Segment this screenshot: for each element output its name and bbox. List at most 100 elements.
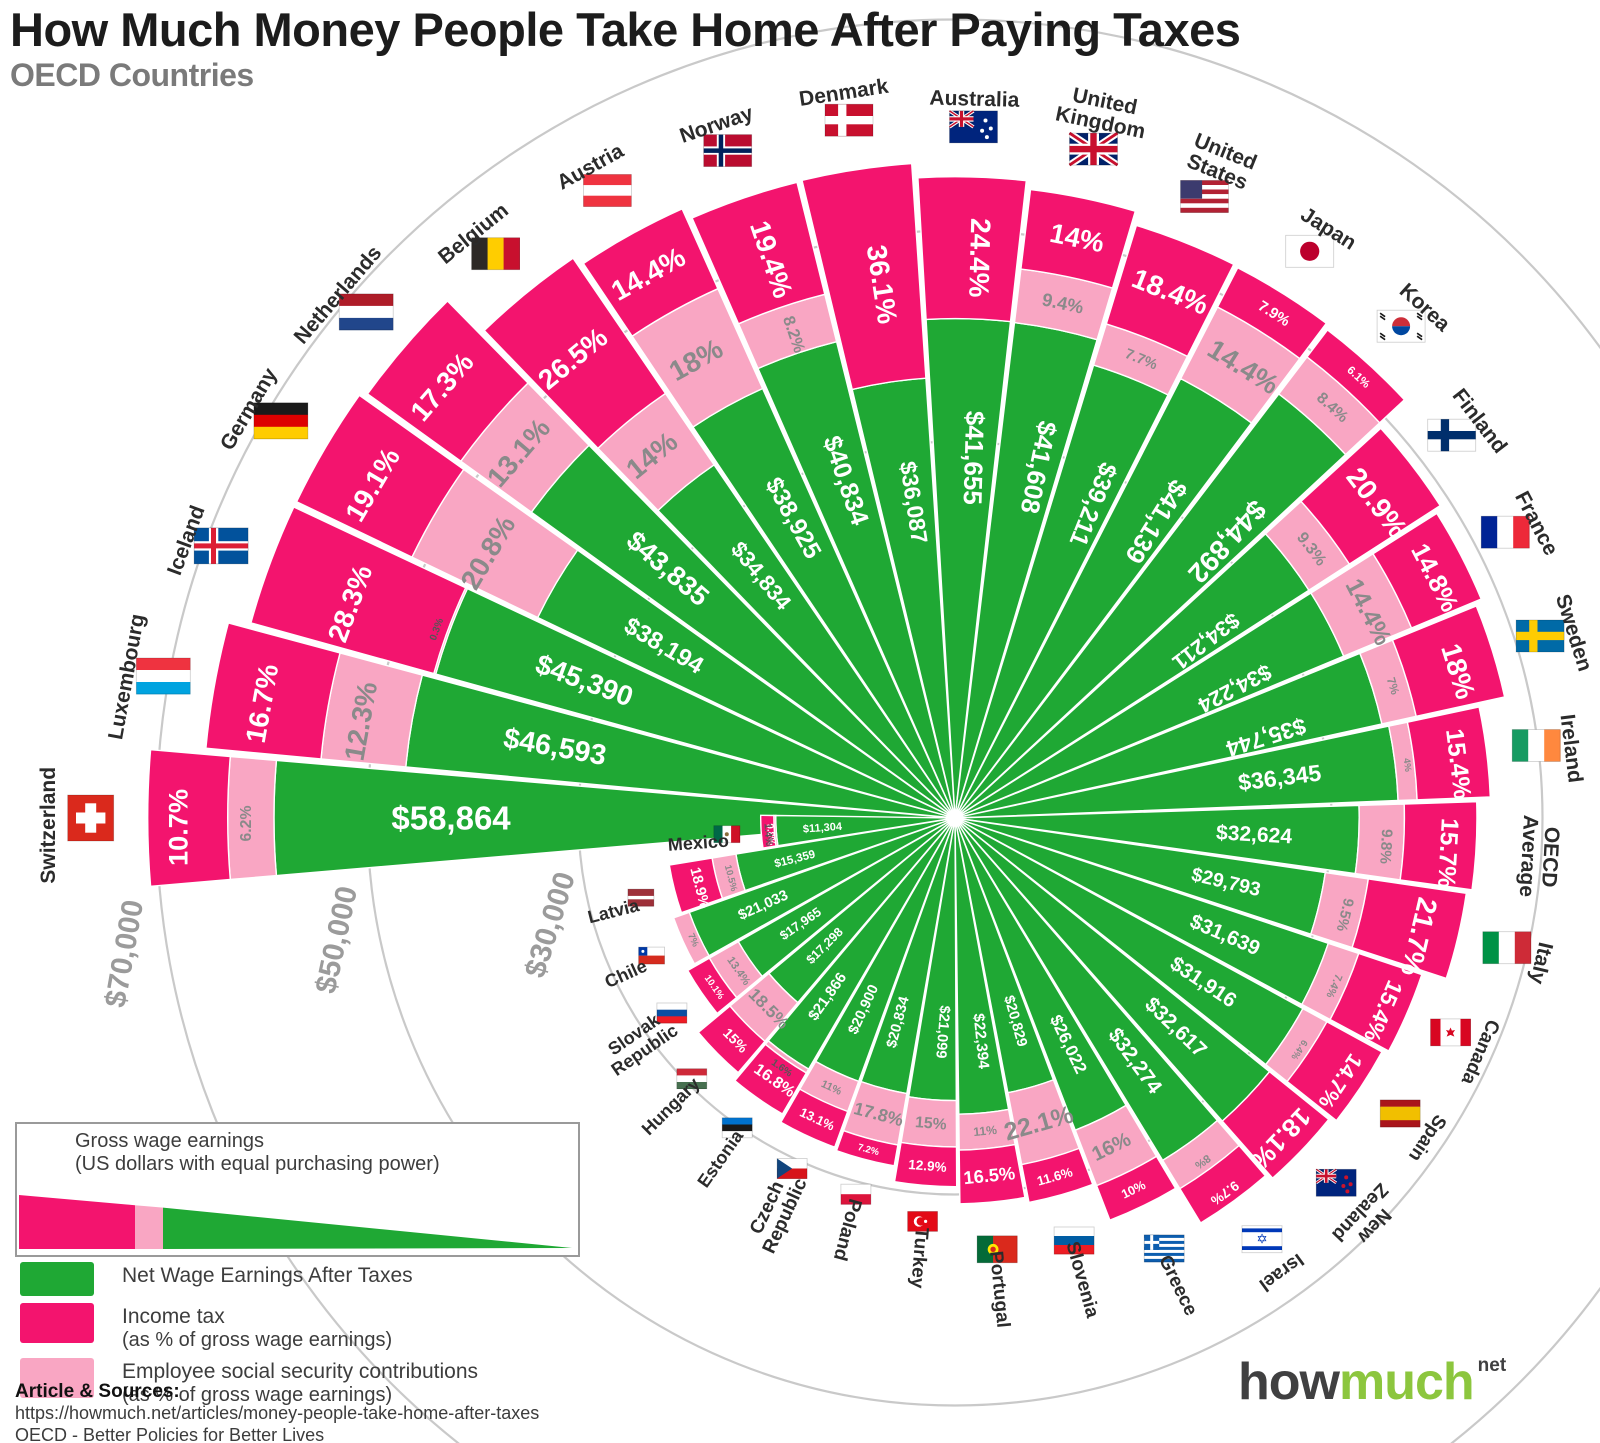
australia-net-label: $41,655 [958, 411, 990, 506]
ring-label-70000: $70,000 [99, 897, 150, 1010]
gross-wage-taper-graphic [19, 1195, 572, 1249]
australia-pct-label: 24.4% [963, 218, 996, 298]
france-flag-icon [1480, 515, 1530, 549]
chile-flag-icon [638, 946, 665, 965]
israel-income-tax-segment [1178, 1144, 1267, 1224]
switzerland-flag-icon [67, 794, 115, 842]
czech-republic-income-tax-segment [779, 1088, 849, 1149]
new-zealand-flag-icon [1315, 1168, 1357, 1197]
poland-income-tax-segment [835, 1129, 899, 1167]
finland-flag-icon [1427, 418, 1477, 452]
oecd-average-pct-label: 15.7% [1432, 817, 1463, 888]
chile-pct-label: 7% [685, 932, 701, 950]
net-swatch-icon [20, 1262, 94, 1296]
taper-income-tax [19, 1195, 135, 1249]
portugal-flag-icon [976, 1235, 1018, 1264]
israel-country-label: Israel [1255, 1249, 1307, 1295]
sources-heading: Article & Sources: [15, 1381, 180, 1402]
netherlands-income-tax-segment [366, 300, 529, 463]
ssc-swatch-icon [20, 1358, 94, 1399]
oecd-average-income-tax-segment [1399, 800, 1478, 891]
slovak-republic-income-tax-segment [686, 957, 738, 1015]
sweden-income-tax-segment [1391, 605, 1506, 718]
korea-flag-icon [1376, 309, 1426, 343]
taper-net [163, 1207, 572, 1249]
united-kingdom-flag-icon [1067, 130, 1120, 169]
estonia-income-tax-segment [733, 1043, 808, 1115]
ring-label-30000: $30,000 [519, 868, 582, 981]
greece-flag-icon [1143, 1234, 1185, 1263]
latvia-income-tax-segment [668, 857, 724, 914]
czech-republic-flag-icon [776, 1158, 808, 1179]
belgium-income-tax-segment [483, 257, 667, 450]
turkey-pct-label: 12.9% [908, 1157, 947, 1175]
poland-country-label: Poland [829, 1196, 865, 1263]
italy-pct-label: 9.5% [1333, 897, 1356, 933]
belgium-flag-icon [471, 237, 521, 271]
portugal-net-label: $22,394 [970, 1013, 992, 1070]
gross-wage-legend-box: Gross wage earnings (US dollars with equ… [15, 1122, 580, 1257]
legend-box-title: Gross wage earnings [75, 1130, 264, 1152]
ssc-legend-sublabel: (as % of gross wage earnings) [122, 1384, 393, 1407]
israel-flag-icon: ✡ [1241, 1225, 1283, 1254]
mexico-pct-label: 9.8% [764, 823, 777, 846]
austria-flag-icon [583, 173, 632, 207]
netherlands-flag-icon [338, 293, 394, 331]
turkey-country-label: Turkey [906, 1227, 932, 1290]
legend-item-net: Net Wage Earnings After Taxes [20, 1262, 478, 1296]
page-subtitle: OECD Countries [10, 57, 254, 93]
slovenia-income-tax-segment [1020, 1147, 1094, 1204]
latvia-flag-icon [627, 888, 655, 907]
greece-income-tax-segment [1095, 1155, 1177, 1222]
canada-flag-icon [1430, 1018, 1471, 1047]
ireland-income-tax-segment [1406, 706, 1492, 801]
austria-income-tax-segment [582, 207, 719, 338]
sweden-pct-label: 7% [1384, 676, 1403, 697]
spain-income-tax-segment [1286, 1020, 1383, 1122]
logo-net: net [1477, 1355, 1507, 1376]
ireland-country-label: Ireland [1555, 713, 1586, 784]
switzerland-pct-label: 6.2% [238, 806, 255, 842]
united-states-income-tax-segment [1105, 224, 1235, 358]
howmuch-logo: howmuch net [1238, 1352, 1506, 1412]
iceland-income-tax-segment [250, 506, 467, 675]
korea-income-tax-segment [1306, 329, 1406, 424]
oecd-average-pct-label: 9.8% [1376, 828, 1395, 864]
estonia-flag-icon [721, 1117, 753, 1139]
italy-flag-icon [1482, 931, 1532, 965]
ireland-flag-icon [1511, 729, 1561, 762]
svg-text:✡: ✡ [1256, 1232, 1267, 1247]
chile-country-label: Chile [602, 956, 650, 992]
poland-pct-label: 7.2% [856, 1142, 880, 1158]
turkey-income-tax-segment [893, 1141, 958, 1188]
iceland-flag-icon [193, 527, 249, 565]
logo-much: much [1338, 1353, 1475, 1411]
denmark-income-tax-segment [801, 162, 927, 391]
portugal-pct-label: 16.5% [962, 1162, 1016, 1188]
slovak-republic-flag-icon [656, 1002, 688, 1024]
germany-flag-icon [253, 402, 309, 440]
ireland-pct-label: 4% [1401, 757, 1414, 773]
hungary-country-label: Hungary [638, 1074, 704, 1140]
slovenia-country-label: Slovenia [1061, 1239, 1102, 1320]
turkey-net-label: $21,099 [932, 1005, 952, 1059]
australia-flag-icon [948, 109, 998, 144]
source-url: https://howmuch.net/articles/money-peopl… [15, 1403, 540, 1423]
portugal-income-tax-segment [958, 1143, 1026, 1205]
australia-income-tax-segment [917, 176, 1028, 323]
czech-republic-country-label: CzechRepublic [741, 1167, 812, 1257]
australia-country-label: Australia [929, 86, 1020, 111]
net-legend-label: Net Wage Earnings After Taxes [122, 1264, 413, 1287]
new-zealand-income-tax-segment [1221, 1070, 1330, 1180]
luxembourg-flag-icon [135, 657, 191, 695]
income-tax-legend-sublabel: (as % of gross wage earnings) [122, 1329, 393, 1352]
source-oecd: OECD - Better Policies for Better Lives [15, 1424, 325, 1443]
sweden-flag-icon [1515, 619, 1565, 653]
hungary-income-tax-segment [697, 1005, 766, 1074]
france-income-tax-segment [1372, 512, 1483, 629]
latvia-country-label: Latvia [586, 895, 642, 927]
norway-flag-icon [703, 134, 753, 168]
mexico-pct-label: 1.4% [761, 823, 774, 847]
income-tax-swatch-icon [20, 1303, 94, 1343]
portugal-pct-label: 11% [973, 1123, 998, 1139]
